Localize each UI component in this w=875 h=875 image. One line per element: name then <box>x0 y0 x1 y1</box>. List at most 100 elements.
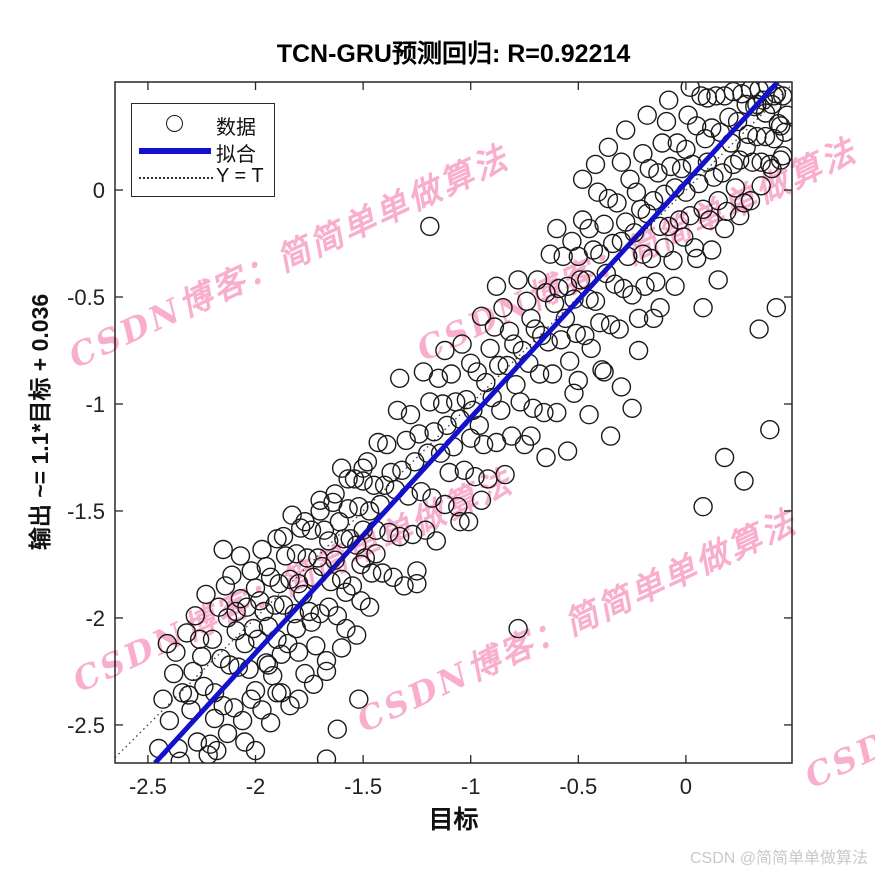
scatter-point <box>295 512 315 532</box>
scatter-point <box>665 276 685 296</box>
scatter-point <box>450 512 470 532</box>
scatter-point <box>633 244 653 264</box>
legend-item-data: 数据 <box>132 110 274 139</box>
scatter-point <box>719 107 739 128</box>
scatter-point <box>532 325 552 346</box>
scatter-point <box>458 512 479 532</box>
scatter-point <box>316 661 337 682</box>
scatter-point <box>727 111 748 132</box>
scatter-point <box>730 205 750 226</box>
scatter-point <box>598 188 619 209</box>
scatter-point <box>517 291 537 311</box>
scatter-point <box>357 452 378 472</box>
scatter-point <box>232 710 253 731</box>
scatter-point <box>415 520 436 540</box>
scatter-point <box>620 169 640 190</box>
scatter-point <box>420 392 440 412</box>
scatter-point <box>704 167 724 187</box>
scatter-point <box>751 176 771 196</box>
scatter-point <box>241 689 261 709</box>
scatter-point <box>351 554 371 575</box>
scatter-point <box>271 644 291 664</box>
scatter-point <box>661 156 681 177</box>
scatter-point <box>374 475 395 495</box>
scatter-point <box>202 629 223 649</box>
scatter-point <box>579 218 599 239</box>
chart-title: TCN-GRU预测回归: R=0.92214 <box>276 40 631 68</box>
scatter-point <box>319 597 339 617</box>
scatter-point <box>297 548 317 568</box>
scatter-point <box>454 460 474 480</box>
scatter-point <box>521 308 541 329</box>
scatter-point <box>245 681 266 701</box>
scatter-point <box>777 105 792 125</box>
scatter-point <box>377 434 397 455</box>
scatter-point <box>364 475 384 495</box>
scatter-point <box>163 663 184 684</box>
scatter-point <box>751 152 771 172</box>
scatter-point <box>433 394 453 414</box>
scatter-point <box>583 240 604 260</box>
scatter-point <box>306 636 326 656</box>
scatter-point <box>435 494 455 515</box>
scatter-point <box>372 563 393 583</box>
scatter-point <box>659 216 679 237</box>
scatter-point <box>473 434 494 455</box>
scatter-point <box>366 544 386 564</box>
scatter-point <box>424 422 444 442</box>
scatter-point <box>409 424 429 444</box>
scatter-point <box>325 484 345 504</box>
scatter-point <box>176 623 197 643</box>
scatter-point <box>342 576 363 596</box>
scatter-point <box>198 745 218 763</box>
axes-box <box>114 81 793 764</box>
scatter-point <box>159 710 180 731</box>
scatter-point <box>521 426 541 446</box>
scatter-point <box>605 274 625 294</box>
scatter-point <box>179 685 199 705</box>
scatter-point <box>639 158 659 179</box>
scatter-point <box>600 315 621 335</box>
scatter-point <box>631 199 651 220</box>
scatter-point <box>534 402 554 423</box>
y-tick-label: -2 <box>85 606 105 631</box>
scatter-point <box>579 405 599 425</box>
scatter-point <box>501 426 522 446</box>
legend-label: 数据 <box>216 117 256 139</box>
scatter-point <box>536 447 556 468</box>
scatter-point <box>766 298 786 318</box>
scatter-point <box>581 338 601 359</box>
scatter-point <box>616 120 636 140</box>
scatter-point <box>235 633 255 654</box>
scatter-point <box>656 111 677 132</box>
scatter-point <box>394 576 414 596</box>
scatter-point <box>652 133 672 153</box>
scatter-point <box>693 199 713 220</box>
scatter-point <box>508 270 528 290</box>
scatter-point <box>288 642 309 662</box>
scatter-point <box>588 182 608 202</box>
scatter-point <box>273 526 294 547</box>
scatter-point <box>592 360 612 380</box>
scatter-point <box>650 216 670 237</box>
scatter-point <box>560 351 580 371</box>
scatter-point <box>590 313 610 333</box>
scatter-point <box>646 272 666 292</box>
scatter-point <box>452 334 472 354</box>
scatter-point <box>439 462 459 483</box>
scatter-point <box>301 612 322 632</box>
scatter-point <box>153 689 173 709</box>
scatter-point <box>669 210 690 230</box>
scatter-point <box>456 390 477 410</box>
scatter-point <box>572 169 593 190</box>
scatter-point <box>441 364 461 384</box>
scatter-point <box>353 520 373 540</box>
scatter-point <box>258 655 279 675</box>
scatter-point <box>207 740 227 761</box>
scatter-point <box>547 218 567 239</box>
scatter-point <box>275 546 296 566</box>
scatter-point <box>267 683 287 703</box>
scatter-point <box>200 734 221 754</box>
scatter-marker-icon <box>138 110 211 137</box>
